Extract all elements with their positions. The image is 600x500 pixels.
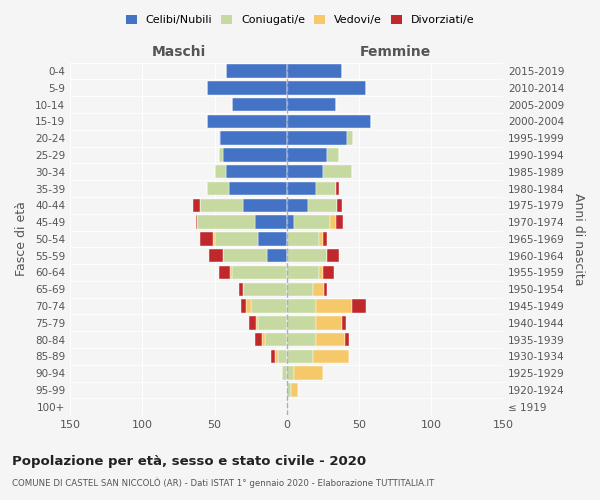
- Bar: [287, 114, 371, 128]
- Bar: [323, 165, 352, 178]
- Bar: [323, 232, 327, 245]
- Bar: [232, 266, 287, 279]
- Bar: [287, 366, 294, 380]
- Bar: [193, 198, 200, 212]
- Bar: [239, 282, 244, 296]
- Bar: [200, 198, 244, 212]
- Bar: [287, 316, 316, 330]
- Bar: [316, 316, 341, 330]
- Bar: [291, 383, 298, 396]
- Bar: [219, 132, 220, 145]
- Bar: [213, 232, 215, 245]
- Bar: [287, 182, 316, 196]
- Bar: [287, 400, 288, 413]
- Bar: [341, 316, 346, 330]
- Bar: [251, 300, 287, 313]
- Bar: [313, 282, 325, 296]
- Bar: [249, 316, 256, 330]
- Bar: [255, 333, 262, 346]
- Y-axis label: Fasce di età: Fasce di età: [15, 202, 28, 276]
- Bar: [219, 148, 223, 162]
- Bar: [347, 132, 353, 145]
- Bar: [287, 64, 341, 78]
- Bar: [287, 98, 336, 112]
- Bar: [244, 282, 287, 296]
- Text: Femmine: Femmine: [359, 46, 431, 60]
- Bar: [226, 165, 287, 178]
- Bar: [287, 198, 308, 212]
- Bar: [265, 333, 287, 346]
- Bar: [352, 300, 366, 313]
- Bar: [215, 165, 226, 178]
- Bar: [244, 198, 287, 212]
- Bar: [316, 182, 336, 196]
- Bar: [287, 148, 327, 162]
- Bar: [258, 316, 287, 330]
- Bar: [232, 98, 287, 112]
- Bar: [325, 282, 327, 296]
- Bar: [223, 148, 287, 162]
- Bar: [200, 232, 213, 245]
- Bar: [283, 366, 287, 380]
- Bar: [271, 350, 275, 363]
- Bar: [287, 333, 316, 346]
- Bar: [241, 300, 247, 313]
- Bar: [327, 148, 339, 162]
- Bar: [313, 350, 349, 363]
- Bar: [207, 182, 229, 196]
- Bar: [262, 333, 265, 346]
- Text: COMUNE DI CASTEL SAN NICCOLÒ (AR) - Dati ISTAT 1° gennaio 2020 - Elaborazione TU: COMUNE DI CASTEL SAN NICCOLÒ (AR) - Dati…: [12, 478, 434, 488]
- Bar: [207, 114, 287, 128]
- Bar: [287, 383, 291, 396]
- Bar: [197, 216, 255, 229]
- Bar: [287, 266, 319, 279]
- Bar: [215, 232, 258, 245]
- Text: Popolazione per età, sesso e stato civile - 2020: Popolazione per età, sesso e stato civil…: [12, 455, 366, 468]
- Bar: [287, 216, 294, 229]
- Bar: [319, 232, 323, 245]
- Bar: [308, 198, 337, 212]
- Bar: [278, 350, 287, 363]
- Bar: [287, 132, 347, 145]
- Bar: [327, 249, 339, 262]
- Bar: [223, 249, 266, 262]
- Bar: [287, 282, 313, 296]
- Bar: [287, 249, 327, 262]
- Bar: [266, 249, 287, 262]
- Bar: [330, 216, 336, 229]
- Bar: [258, 232, 287, 245]
- Text: Maschi: Maschi: [151, 46, 206, 60]
- Legend: Celibi/Nubili, Coniugati/e, Vedovi/e, Divorziati/e: Celibi/Nubili, Coniugati/e, Vedovi/e, Di…: [121, 10, 479, 30]
- Bar: [229, 182, 287, 196]
- Bar: [220, 132, 287, 145]
- Bar: [209, 249, 223, 262]
- Bar: [287, 81, 366, 94]
- Bar: [226, 64, 287, 78]
- Bar: [207, 81, 287, 94]
- Bar: [294, 366, 323, 380]
- Bar: [275, 350, 278, 363]
- Bar: [323, 266, 334, 279]
- Bar: [337, 198, 341, 212]
- Bar: [256, 316, 258, 330]
- Bar: [287, 165, 323, 178]
- Bar: [287, 350, 313, 363]
- Bar: [336, 216, 343, 229]
- Y-axis label: Anni di nascita: Anni di nascita: [572, 192, 585, 285]
- Bar: [219, 266, 230, 279]
- Bar: [247, 300, 251, 313]
- Bar: [344, 333, 349, 346]
- Bar: [319, 266, 323, 279]
- Bar: [294, 216, 330, 229]
- Bar: [287, 300, 316, 313]
- Bar: [230, 266, 232, 279]
- Bar: [316, 333, 344, 346]
- Bar: [196, 216, 197, 229]
- Bar: [316, 300, 352, 313]
- Bar: [336, 182, 339, 196]
- Bar: [255, 216, 287, 229]
- Bar: [287, 232, 319, 245]
